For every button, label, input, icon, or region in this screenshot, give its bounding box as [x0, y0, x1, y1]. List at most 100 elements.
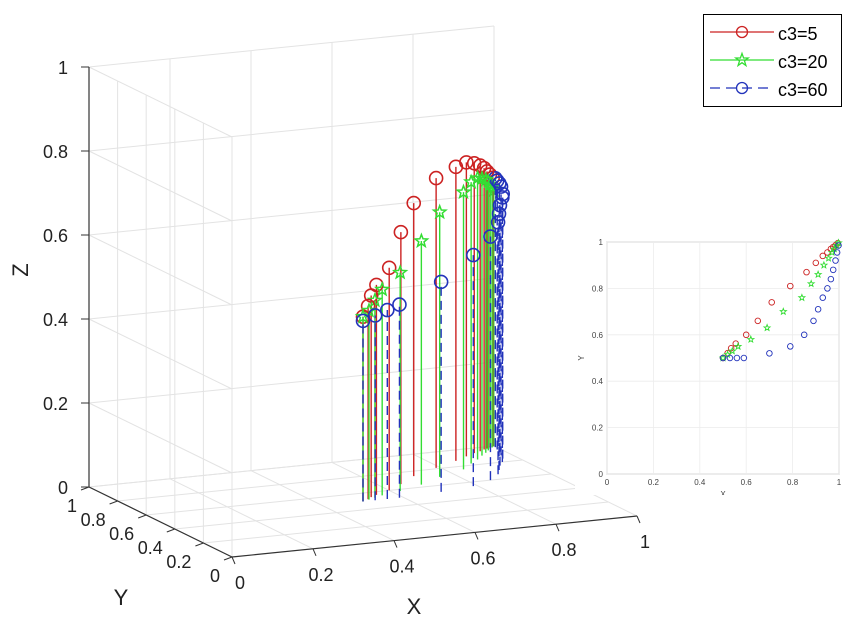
inset-point-c3=5	[768, 299, 775, 306]
stem-marker-c3=20	[366, 291, 384, 308]
inset-point-c3=20	[779, 307, 788, 316]
y-axis-line	[88, 486, 233, 558]
inset-point-c3=20	[813, 270, 823, 279]
stem-marker-c3=60	[367, 308, 383, 323]
stem-marker-c3=5	[428, 170, 444, 186]
inset-point-c3=20	[806, 279, 816, 288]
inset-x-tick-label: 1	[837, 478, 842, 487]
stem-marker-c3=60	[490, 215, 506, 230]
stem-marker-c3=60	[493, 179, 509, 194]
legend-swatch-red-circle	[710, 25, 774, 39]
floor-grid-line	[174, 487, 580, 530]
inset-point-c3=60	[814, 306, 822, 313]
z-tick-label: 0.4	[43, 310, 68, 330]
legend-label: c3=60	[778, 80, 828, 100]
y-tick-label: 1	[67, 496, 77, 516]
left-wall-grid-line	[88, 66, 233, 138]
legend-swatch-green-star	[710, 51, 774, 68]
z-axis-label: Z	[8, 263, 33, 276]
x-tick-mark	[555, 524, 560, 532]
floor-grid-line	[331, 461, 476, 533]
inset-point-c3=20	[834, 238, 843, 247]
x-tick-mark	[636, 515, 641, 524]
z-tick-label: 0.2	[43, 394, 68, 414]
x-tick-mark	[474, 532, 479, 540]
x-tick-label: 0	[235, 573, 245, 593]
y-axis-label: Y	[114, 585, 129, 610]
y-tick-mark	[109, 500, 118, 505]
left-wall-grid-line	[88, 318, 233, 390]
stem-marker-c3=60	[495, 190, 510, 205]
back-wall-grid-line	[88, 193, 495, 236]
back-wall-grid-line	[88, 445, 495, 488]
inset-point-c3=20	[762, 323, 772, 332]
inset-point-c3=60	[733, 354, 741, 362]
inset-y-tick-label: 1	[599, 238, 604, 247]
inset-point-c3=60	[829, 266, 837, 274]
inset-point-c3=5	[787, 282, 794, 290]
x-axis-label: X	[407, 594, 422, 619]
x-tick-mark	[231, 556, 236, 565]
inset-point-c3=60	[800, 331, 808, 339]
inset-frame	[606, 241, 840, 475]
3d-axes	[80, 66, 641, 565]
stem-marker-c3=20	[373, 280, 391, 297]
inset-y-tick-label: 0.6	[592, 331, 604, 340]
stem-marker-c3=5	[406, 195, 422, 211]
floor-grid-line	[117, 459, 523, 502]
inset-point-c3=60	[810, 317, 817, 325]
stem-marker-c3=5	[381, 260, 397, 276]
inset-x-tick-label: 0.4	[694, 478, 706, 487]
inset-point-c3=60	[787, 343, 794, 350]
inset-plot-area: 00 0.2 0.2 0.4 0.4 0.6 0.6 0.8 0.8 1 1 X Y	[577, 238, 843, 499]
floor-grid-line	[203, 501, 609, 544]
z-tick-label: 1	[58, 58, 68, 78]
stem-marker-c3=60	[465, 247, 481, 263]
stem-marker-c3=60	[491, 206, 507, 222]
inset-point-c3=5	[754, 317, 762, 325]
inset-point-c3=20	[746, 334, 756, 344]
stem-marker-c3=5	[363, 288, 379, 303]
inset-y-tick-label: 0	[599, 470, 604, 479]
legend-label: c3=5	[778, 24, 818, 44]
left-wall-grid-line	[88, 402, 233, 474]
floor-grid-line	[493, 445, 638, 517]
stem-marker-c3=20	[431, 203, 448, 220]
stem-marker-c3=20	[455, 183, 472, 200]
y-tick-label: 0.8	[81, 510, 106, 530]
legend-label: c3=20	[778, 52, 828, 72]
inset-x-tick-label: 0.2	[648, 478, 660, 487]
inset-point-c3=20	[819, 260, 829, 269]
floor-grid-line	[146, 473, 552, 516]
legend-item-c3-5: c3=5	[704, 19, 843, 45]
inset-point-c3=5	[742, 331, 750, 339]
stem-marker-c3=60	[433, 274, 449, 290]
inset-point-c3=60	[833, 249, 841, 256]
x-tick-label: 0.8	[551, 540, 576, 560]
inset-point-c3=20	[824, 253, 833, 262]
stem-marker-c3=5	[466, 155, 482, 171]
legend-item-c3-60: c3=60	[704, 75, 843, 101]
y-tick-mark	[166, 528, 175, 533]
inset-point-c3=20	[797, 293, 807, 302]
inset-y-tick-label: 0.2	[592, 424, 604, 433]
inset-point-c3=5	[812, 259, 820, 267]
inset-point-c3=60	[726, 354, 734, 362]
back-wall-grid-line	[88, 277, 495, 320]
back-wall-grid-line	[88, 25, 495, 68]
z-tick-label: 0	[58, 478, 68, 498]
stem-marker-c3=20	[354, 308, 372, 324]
back-wall-grid-line	[88, 361, 495, 404]
inset-point-c3=60	[740, 354, 748, 362]
x-tick-label: 0.2	[308, 565, 333, 585]
stem-marker-c3=60	[492, 197, 508, 213]
inset-point-c3=5	[803, 268, 810, 276]
x-tick-mark	[312, 548, 317, 556]
floor-grid-line	[169, 478, 314, 550]
y-tick-label: 0.6	[109, 524, 134, 544]
inset-point-c3=20	[733, 341, 743, 351]
inset-y-tick-label: 0.4	[592, 377, 604, 386]
inset-point-c3=60	[719, 354, 727, 362]
z-tick-label: 0.6	[43, 226, 68, 246]
left-wall-grid-line	[88, 150, 233, 222]
